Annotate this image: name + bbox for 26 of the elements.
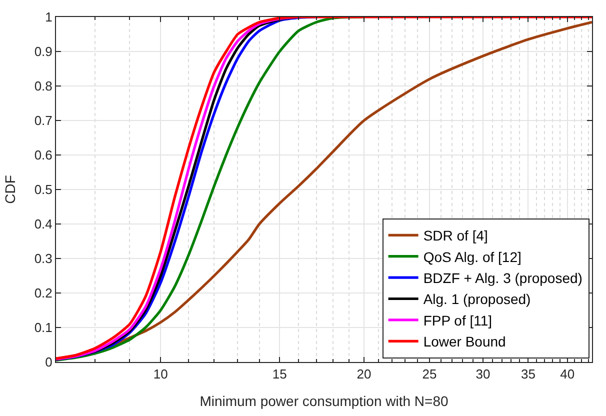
- x-tick-label: 25: [422, 366, 437, 382]
- y-axis-title: CDF: [2, 175, 18, 204]
- legend-label: Alg. 1 (proposed): [423, 291, 531, 308]
- x-tick-label: 35: [520, 366, 536, 382]
- legend-label: BDZF + Alg. 3 (proposed): [423, 270, 582, 286]
- y-tick-label: 0.9: [34, 44, 52, 60]
- legend-label: FPP of [11]: [423, 312, 492, 328]
- x-axis-title: Minimum power consumption with N=80: [200, 392, 449, 409]
- x-tick-label: 15: [272, 366, 287, 382]
- y-tick-label: 0.4: [34, 216, 52, 232]
- y-tick-label: 0.7: [34, 113, 52, 128]
- y-tick-label: 0: [45, 354, 52, 370]
- y-tick-label: 0.1: [34, 320, 52, 336]
- legend-label: SDR of [4]: [423, 228, 488, 244]
- x-tick-label: 20: [356, 366, 372, 382]
- x-tick-label: 10: [153, 366, 168, 382]
- x-tick-label: 30: [476, 366, 490, 382]
- legend-label: Lower Bound: [423, 334, 506, 350]
- legend-label: QoS Alg. of [12]: [423, 248, 522, 265]
- y-tick-label: 0.3: [34, 251, 52, 266]
- y-tick-label: 0.2: [34, 286, 52, 301]
- x-tick-label: 40: [560, 366, 575, 382]
- y-tick-label: 0.6: [34, 148, 52, 163]
- y-tick-label: 0.5: [34, 182, 52, 198]
- y-tick-label: 0.8: [34, 78, 52, 94]
- y-tick-label: 1: [45, 10, 52, 25]
